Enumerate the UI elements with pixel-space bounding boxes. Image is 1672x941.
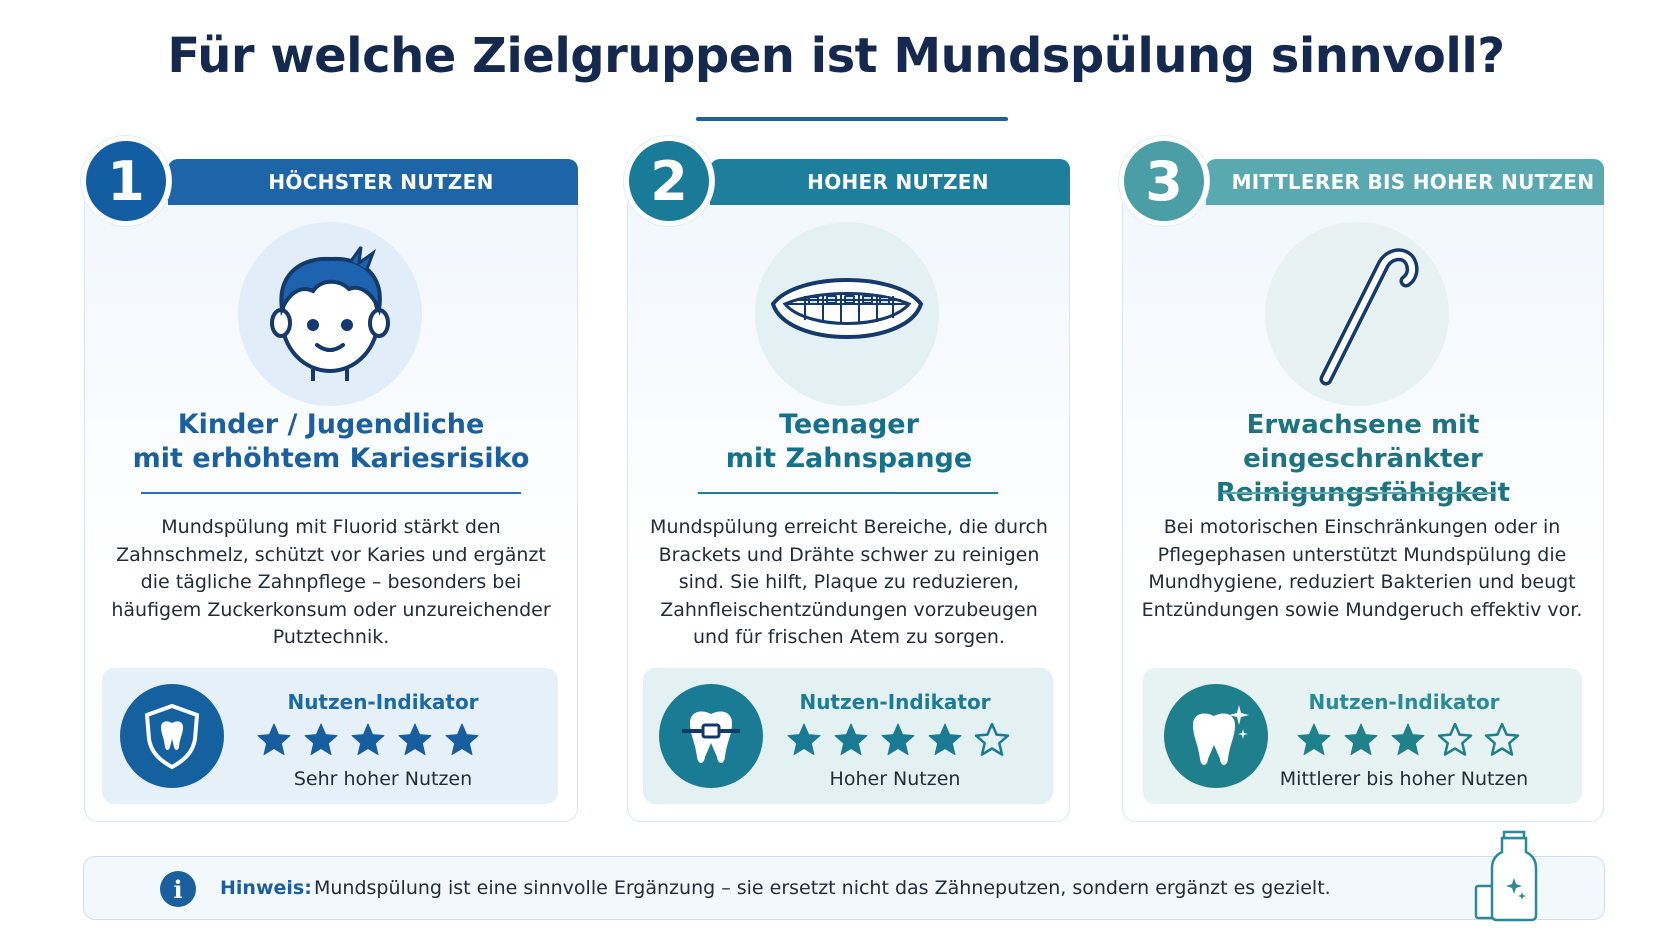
star-filled-icon (445, 723, 479, 756)
hint-label: Hinweis: (220, 877, 312, 899)
title-underline (696, 117, 1008, 121)
card-2-indicator-title: Nutzen-Indikator (799, 690, 991, 714)
card-2-rating (786, 720, 1010, 760)
braces-smile-icon (755, 222, 939, 406)
hint-box: i Hinweis: Mundspülung ist eine sinnvoll… (83, 856, 1605, 920)
star-filled-icon (257, 723, 291, 756)
card-3-banner-label: MITTLERER BIS HOHER NUTZEN (1231, 170, 1595, 194)
card-1-indicator-label: Sehr hoher Nutzen (293, 768, 473, 790)
card-1-indicator-title: Nutzen-Indikator (287, 690, 479, 714)
sparkling-tooth-icon (1164, 684, 1268, 788)
card-1-category: Kinder / Jugendliche mit erhöhtem Karies… (100, 408, 562, 476)
card-2-description: Mundspülung erreicht Bereiche, die durch… (650, 516, 1048, 648)
card-3-number-badge: 3 (1119, 136, 1209, 226)
star-empty-icon (974, 722, 1010, 756)
card-1-number-badge: 1 (81, 136, 171, 226)
star-filled-icon (1344, 723, 1378, 756)
star-filled-icon (351, 723, 385, 756)
card-2-category-line1: Teenager (779, 409, 919, 440)
card-3-banner: MITTLERER BIS HOHER NUTZEN (1206, 159, 1604, 205)
page-title: Für welche Zielgruppen ist Mundspülung s… (167, 28, 1505, 84)
card-3-category: Erwachsene mit eingeschränkter Reinigung… (1130, 408, 1596, 510)
tooth-bracket-icon (659, 684, 763, 788)
card-2-indicator-label: Hoher Nutzen (829, 768, 961, 790)
shield-tooth-icon (120, 684, 224, 788)
star-filled-icon (881, 723, 915, 756)
card-3-indicator-label: Mittlerer bis hoher Nutzen (1279, 768, 1529, 790)
child-face-icon (238, 222, 422, 406)
card-1-category-line2: mit erhöhtem Kariesrisiko (132, 443, 530, 474)
card-3-divider (1222, 492, 1496, 494)
card-1-banner-label: HÖCHSTER NUTZEN (268, 170, 494, 194)
star-filled-icon (304, 723, 338, 756)
info-icon: i (160, 871, 196, 907)
star-filled-icon (928, 723, 962, 756)
card-1-category-line1: Kinder / Jugendliche (177, 409, 485, 440)
cane-icon (1265, 222, 1449, 406)
card-1-rating (256, 720, 480, 760)
star-filled-icon (398, 723, 432, 756)
card-3-category-line2: eingeschränkter Reinigungsfähigkeit (1215, 444, 1511, 508)
star-filled-icon (1297, 723, 1331, 756)
mouthwash-bottle-icon (1474, 830, 1538, 922)
card-2-banner: HOHER NUTZEN (710, 159, 1070, 205)
card-3-category-line1: Erwachsene mit (1246, 410, 1480, 440)
hint-text: Mundspülung ist eine sinnvolle Ergänzung… (314, 877, 1331, 899)
star-filled-icon (787, 723, 821, 756)
card-2-category-line2: mit Zahnspange (725, 443, 973, 474)
card-1-divider (141, 492, 521, 494)
star-filled-icon (1391, 723, 1425, 756)
card-1-description: Mundspülung mit Fluorid stärkt den Zahns… (111, 516, 551, 648)
card-3-description: Bei motorischen Einschränkungen oder in … (1141, 516, 1583, 621)
card-2-divider (698, 492, 998, 494)
star-filled-icon (834, 723, 868, 756)
card-2-category: Teenager mit Zahnspange (640, 408, 1058, 476)
star-empty-icon (1484, 722, 1520, 756)
card-1-banner: HÖCHSTER NUTZEN (168, 159, 578, 205)
star-empty-icon (1437, 722, 1473, 756)
card-3-rating (1296, 720, 1520, 760)
card-2-banner-label: HOHER NUTZEN (807, 170, 989, 194)
card-2-number-badge: 2 (624, 136, 714, 226)
card-3-indicator-title: Nutzen-Indikator (1308, 690, 1500, 714)
